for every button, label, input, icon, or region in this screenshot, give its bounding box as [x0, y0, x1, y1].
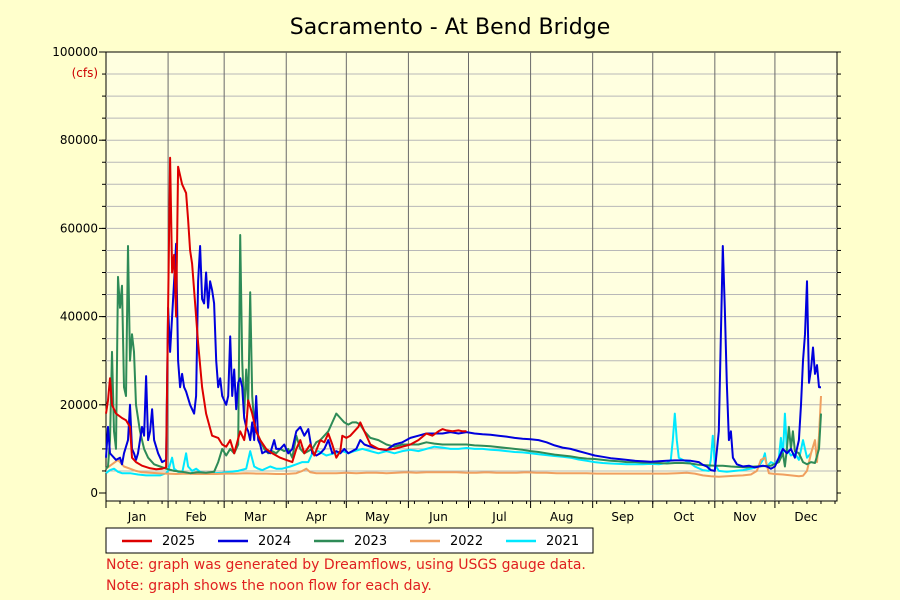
legend-label-2023: 2023: [354, 534, 387, 549]
x-tick-label: Nov: [733, 510, 756, 524]
x-tick-label: Jun: [428, 510, 448, 524]
series-lines: [105, 156, 822, 478]
series-line-2021: [105, 412, 812, 477]
x-tick-label: Jul: [491, 510, 506, 524]
chart-title: Sacramento - At Bend Bridge: [290, 15, 611, 40]
y-tick-label: 0: [90, 486, 98, 500]
x-tick-label: Jan: [127, 510, 147, 524]
x-tick-label: Feb: [185, 510, 206, 524]
x-tick-label: Oct: [673, 510, 694, 524]
note-source: Note: graph was generated by Dreamflows,…: [106, 557, 586, 573]
series-line-2025: [105, 156, 467, 471]
x-tick-label: Sep: [611, 510, 634, 524]
legend-label-2025: 2025: [162, 534, 195, 549]
legend-box: [105, 527, 594, 554]
legend-label-2022: 2022: [450, 534, 483, 549]
series-line-2023: [105, 234, 822, 475]
y-tick-label: 100000: [52, 45, 98, 59]
y-unit-label: (cfs): [72, 66, 98, 80]
x-tick-label: Apr: [306, 510, 327, 524]
x-axis: Jan Feb Mar Apr May Jun Jul Aug Sep Oct Nov Dec: [105, 501, 836, 524]
y-tick-label: 80000: [60, 133, 98, 147]
y-tick-label: 60000: [60, 221, 98, 235]
x-tick-label: Aug: [550, 510, 573, 524]
legend: 2025 2024 2023 2022 2021: [105, 527, 594, 554]
y-tick-label: 20000: [60, 398, 98, 412]
y-tick-label: 40000: [60, 310, 98, 324]
x-tick-label: Dec: [794, 510, 817, 524]
x-tick-label: Mar: [244, 510, 267, 524]
x-tick-label: May: [365, 510, 390, 524]
legend-label-2024: 2024: [258, 534, 291, 549]
note-noon-flow: Note: graph shows the noon flow for each…: [106, 578, 432, 594]
series-line-2022: [105, 395, 822, 478]
legend-label-2021: 2021: [546, 534, 579, 549]
y-axis: 0 20000 40000 60000 80000 100000: [52, 45, 841, 500]
